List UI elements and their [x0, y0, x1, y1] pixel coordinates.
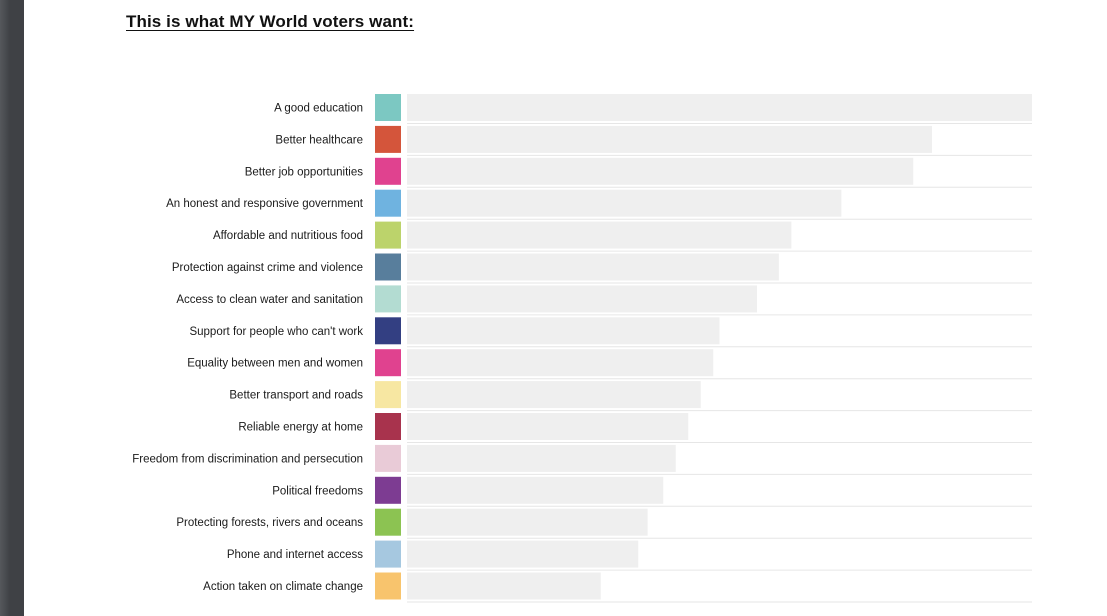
chart-title: This is what MY World voters want:: [126, 12, 415, 31]
color-swatch: [375, 94, 401, 121]
bar-row: Action taken on climate change: [203, 572, 1032, 603]
category-label: Reliable energy at home: [238, 422, 363, 434]
color-swatch: [375, 413, 401, 440]
bar-row: An honest and responsive government: [166, 189, 1032, 220]
bar-row: Protecting forests, rivers and oceans: [176, 508, 1032, 539]
color-swatch: [375, 221, 401, 249]
bar-row: Better healthcare: [275, 125, 1032, 156]
category-label: Affordable and nutritious food: [213, 230, 363, 242]
bar: [407, 94, 1032, 121]
color-swatch: [375, 540, 401, 568]
bar: [407, 508, 648, 536]
category-label: Better transport and roads: [229, 390, 363, 402]
color-swatch: [375, 189, 401, 217]
color-swatch: [375, 508, 401, 536]
bar-row: Affordable and nutritious food: [213, 221, 1032, 252]
color-swatch: [375, 381, 401, 409]
bar-row: Phone and internet access: [227, 540, 1032, 571]
bar: [407, 381, 701, 409]
color-swatch: [375, 317, 401, 345]
bar-row: A good education: [274, 94, 1032, 124]
bar-row: Political freedoms: [272, 476, 1032, 507]
bar: [407, 349, 714, 377]
category-label: Support for people who can't work: [189, 326, 363, 338]
bar-row: Protection against crime and violence: [172, 253, 1032, 284]
window-edge: [0, 0, 10, 616]
bar: [407, 125, 932, 153]
bar-row: Better transport and roads: [229, 381, 1032, 412]
bar: [407, 189, 842, 217]
bar-row: Equality between men and women: [187, 349, 1032, 380]
bar-row: Better job opportunities: [245, 157, 1032, 188]
bar-row: Support for people who can't work: [189, 317, 1032, 348]
bar-row: Reliable energy at home: [238, 413, 1032, 443]
bar: [407, 572, 601, 600]
category-label: Protection against crime and violence: [172, 262, 363, 274]
color-swatch: [375, 349, 401, 377]
category-label: Access to clean water and sanitation: [176, 294, 363, 306]
category-label: Freedom from discrimination and persecut…: [132, 453, 363, 465]
color-swatch: [375, 285, 401, 313]
color-swatch: [375, 253, 401, 281]
color-swatch: [375, 444, 401, 472]
bar-row: Freedom from discrimination and persecut…: [132, 444, 1032, 475]
category-label: Equality between men and women: [187, 358, 363, 370]
category-label: Action taken on climate change: [203, 581, 363, 593]
category-label: Political freedoms: [272, 485, 363, 497]
bar: [407, 221, 792, 249]
bar: [407, 317, 720, 345]
color-swatch: [375, 572, 401, 600]
bar: [407, 413, 689, 440]
bar: [407, 285, 757, 313]
color-swatch: [375, 476, 401, 504]
bar: [407, 476, 664, 504]
category-label: A good education: [274, 103, 363, 115]
category-label: Phone and internet access: [227, 549, 363, 561]
bar: [407, 540, 639, 568]
bar-row: Access to clean water and sanitation: [176, 285, 1032, 316]
category-label: Protecting forests, rivers and oceans: [176, 517, 363, 529]
bar: [407, 157, 914, 185]
color-swatch: [375, 157, 401, 185]
category-label: Better healthcare: [275, 134, 363, 146]
bar: [407, 444, 676, 472]
color-swatch: [375, 125, 401, 153]
bar: [407, 253, 779, 281]
category-label: Better job opportunities: [245, 166, 364, 178]
category-label: An honest and responsive government: [166, 198, 364, 210]
